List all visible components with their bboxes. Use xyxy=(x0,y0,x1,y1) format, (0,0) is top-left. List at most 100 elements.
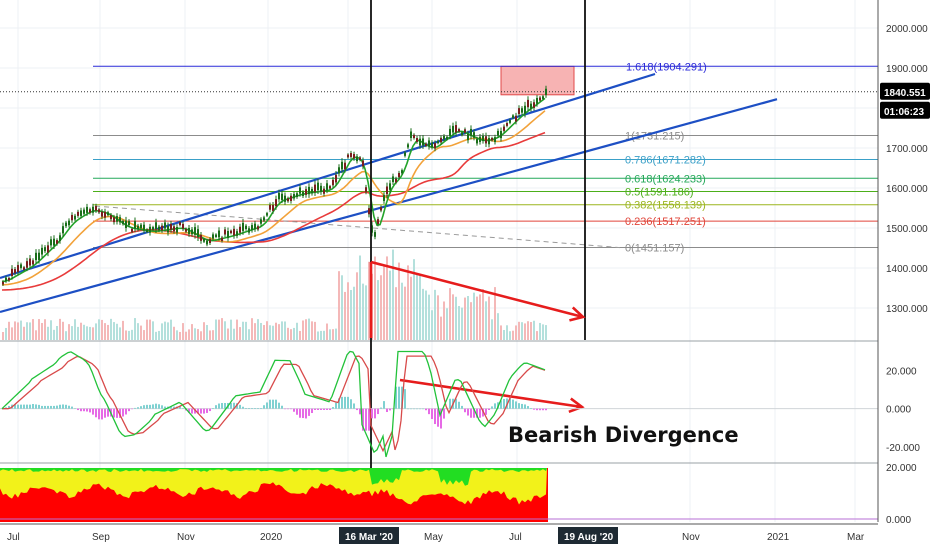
candle-body xyxy=(161,225,163,231)
candle-body xyxy=(242,222,244,231)
channel-lower-line xyxy=(0,98,778,314)
histogram-bar xyxy=(14,404,16,409)
histogram-bar xyxy=(179,406,181,409)
volume-bar xyxy=(236,319,238,340)
volume-bar xyxy=(143,330,145,340)
histogram-bar xyxy=(62,404,64,409)
oscillator-y-tick-label: 20.000 xyxy=(886,367,917,378)
histogram-bar xyxy=(65,404,67,409)
histogram-bar xyxy=(491,406,493,409)
volume-bar xyxy=(284,321,286,340)
volume-bar xyxy=(467,296,469,340)
volume-bar xyxy=(113,322,115,340)
ema-mid-line xyxy=(1,110,546,286)
candle-body xyxy=(212,234,214,239)
volume-bar xyxy=(260,322,262,340)
histogram-bar xyxy=(317,408,319,410)
candle-body xyxy=(260,219,262,224)
histogram-bar xyxy=(449,398,451,409)
histogram-bar xyxy=(122,408,124,417)
volume-bar xyxy=(458,306,460,340)
volume-bar xyxy=(146,319,148,340)
trend-channel[interactable] xyxy=(0,72,778,314)
histogram-bar xyxy=(71,406,73,409)
histogram-bar xyxy=(389,408,391,411)
fib-label: 0.786(1671.282) xyxy=(625,154,706,166)
candle-body xyxy=(173,226,175,232)
histogram-bar xyxy=(155,403,157,409)
heat-yellow-band xyxy=(0,468,547,505)
price-divergence-arrow xyxy=(370,260,584,319)
histogram-bar xyxy=(23,404,25,409)
candle-body xyxy=(56,240,58,244)
fib-label: 0.5(1591.186) xyxy=(625,187,694,199)
y-tick-label: 1600.000 xyxy=(886,184,928,195)
candle-body xyxy=(290,195,292,202)
volume-bar xyxy=(404,286,406,340)
volume-bar xyxy=(332,329,334,340)
oscillator-y-tick-label: 0.000 xyxy=(886,405,911,416)
volume-bar xyxy=(26,322,28,340)
volume-bar xyxy=(437,295,439,340)
candle-body xyxy=(494,137,496,143)
candle-body xyxy=(263,217,265,221)
candle-body xyxy=(29,258,31,266)
volume-bar xyxy=(221,318,223,340)
histogram-bar xyxy=(260,408,262,409)
candle-body xyxy=(278,192,280,200)
histogram-bar xyxy=(158,404,160,409)
candle-body xyxy=(158,226,160,231)
candle-body xyxy=(317,182,319,191)
histogram-bar xyxy=(206,408,208,413)
candle-body xyxy=(314,184,316,193)
x-tick-label: Sep xyxy=(92,532,110,543)
candle-body xyxy=(401,170,403,174)
histogram-bar xyxy=(209,408,211,412)
volume-bar xyxy=(545,325,547,340)
volume-bar xyxy=(83,324,85,340)
volume-bar xyxy=(374,256,376,340)
histogram-bar xyxy=(515,401,517,409)
candle-body xyxy=(218,230,220,238)
histogram-bar xyxy=(86,408,88,412)
histogram-bar xyxy=(479,408,481,418)
histogram-bar xyxy=(263,405,265,409)
histogram-bar xyxy=(296,408,298,415)
volume-bar xyxy=(104,323,106,340)
volume-bar xyxy=(320,330,322,340)
candle-body xyxy=(104,211,106,218)
candle-body xyxy=(479,136,481,142)
histogram-bar xyxy=(428,408,430,415)
candle-body xyxy=(95,206,97,211)
candle-body xyxy=(368,208,370,215)
volume-bar xyxy=(182,323,184,340)
candle-body xyxy=(206,240,208,245)
candle-body xyxy=(461,132,463,136)
event-lines[interactable] xyxy=(370,0,586,522)
candle-body xyxy=(59,235,61,241)
histogram-bar xyxy=(326,408,328,410)
volume-bar xyxy=(323,330,325,340)
candle-body xyxy=(236,231,238,236)
divergence-arrows[interactable] xyxy=(369,260,586,414)
candle-body xyxy=(38,252,40,260)
volume-bar xyxy=(98,319,100,340)
volume-bar xyxy=(344,291,346,340)
histogram-bar xyxy=(284,408,286,410)
volume-bar xyxy=(101,319,103,340)
volume-bar xyxy=(494,287,496,340)
target-zone[interactable] xyxy=(0,65,878,96)
fibonacci-levels[interactable]: 1.618(1904.291) 1(1731.215) 0.786(1671.282… xyxy=(93,61,878,255)
volume-bar xyxy=(278,324,280,340)
histogram-bar xyxy=(182,408,184,409)
volume-bar xyxy=(296,322,298,340)
volume-bar xyxy=(263,325,265,340)
candle-body xyxy=(131,228,133,232)
histogram-bar xyxy=(509,398,511,409)
volume-bar xyxy=(359,255,361,340)
candle-body xyxy=(266,213,268,216)
candle-body xyxy=(77,211,79,216)
histogram-bar xyxy=(470,408,472,418)
candle-body xyxy=(47,245,49,253)
histogram-bar xyxy=(539,408,541,411)
